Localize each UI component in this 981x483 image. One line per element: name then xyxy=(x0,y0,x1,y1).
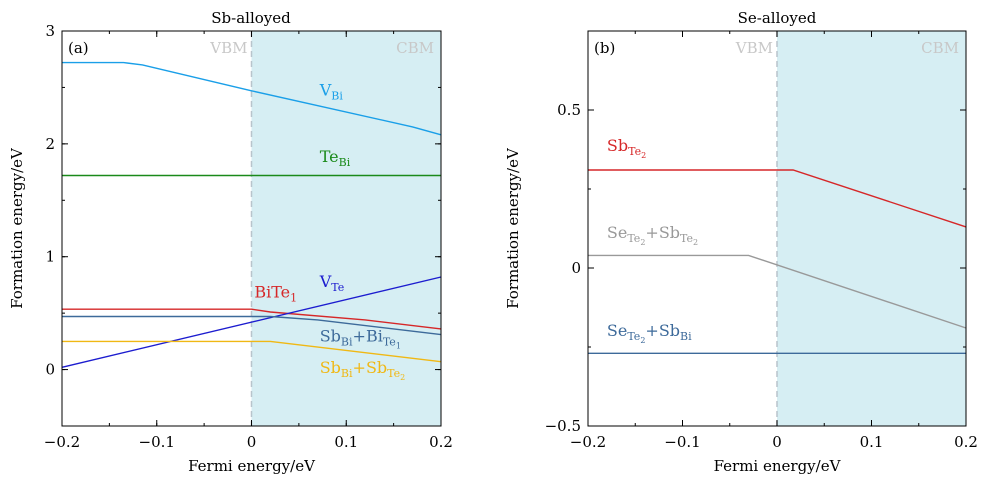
x-tick-label: 0.1 xyxy=(860,433,884,451)
y-tick-label: 0.5 xyxy=(557,101,581,119)
series-line-vte xyxy=(61,276,442,368)
x-axis-label: Fermi energy/eV xyxy=(714,457,842,475)
series-label: TeBi xyxy=(320,147,351,169)
y-tick-label: 3 xyxy=(45,22,55,40)
series-line-vbi xyxy=(62,61,442,136)
y-tick-label: −0.5 xyxy=(545,417,581,435)
x-tick-label: 0.1 xyxy=(334,433,358,451)
series-label: SbBi+BiTe1 xyxy=(320,326,401,350)
y-tick-label: 0 xyxy=(571,259,581,277)
x-tick-label: −0.1 xyxy=(139,433,175,451)
y-tick-label: 1 xyxy=(45,248,55,266)
x-tick-label: 0 xyxy=(247,433,257,451)
cbm-shaded-region xyxy=(777,31,966,426)
vbm-label: VBM xyxy=(209,39,247,57)
x-tick-label: 0.2 xyxy=(429,433,453,451)
x-tick-label: −0.1 xyxy=(664,433,700,451)
series-line-setesbte xyxy=(588,254,967,329)
series-label: SeTe2+SbTe2 xyxy=(607,223,698,247)
x-tick-label: 0.2 xyxy=(954,433,978,451)
y-axis-label: Formation energy/eV xyxy=(504,147,522,309)
y-tick-label: 2 xyxy=(45,135,55,153)
series-label: VBi xyxy=(319,80,344,102)
cbm-label: CBM xyxy=(396,39,434,57)
chart-title: Se-alloyed xyxy=(738,9,817,27)
panel-label: (a) xyxy=(68,39,89,57)
panel-a: −0.2 −0.1 0 0.1 0.2 0 1 2 3 Sb-alloyed (a) VBM CBM Fe… xyxy=(8,9,453,475)
panel-label: (b) xyxy=(594,39,615,57)
chart-title: Sb-alloyed xyxy=(211,9,291,27)
series-line-bite1 xyxy=(62,308,442,330)
series-label: SbBi+SbTe2 xyxy=(320,358,406,382)
series-line-sbbibite xyxy=(62,315,442,336)
series-line-sbte xyxy=(588,169,967,228)
vbm-label: VBM xyxy=(735,39,773,57)
series-label: VTe xyxy=(319,272,345,294)
x-tick-label: 0 xyxy=(772,433,782,451)
x-tick-label: −0.2 xyxy=(570,433,606,451)
series-label: SbTe2 xyxy=(607,136,646,160)
series-line-sbbisbte xyxy=(62,340,442,363)
x-axis-label: Fermi energy/eV xyxy=(188,457,316,475)
y-tick-label: 0 xyxy=(45,361,55,379)
series-label: BiTe1 xyxy=(254,282,297,304)
cbm-label: CBM xyxy=(921,39,959,57)
series-label: SeTe2+SbBi xyxy=(607,321,692,345)
panel-b: −0.2 −0.1 0 0.1 0.2 −0.5 0 0.5 Se-alloyed (b) VBM C… xyxy=(504,9,978,475)
y-axis-label: Formation energy/eV xyxy=(8,147,26,309)
cbm-shaded-region xyxy=(251,31,441,426)
x-tick-label: −0.2 xyxy=(44,433,80,451)
